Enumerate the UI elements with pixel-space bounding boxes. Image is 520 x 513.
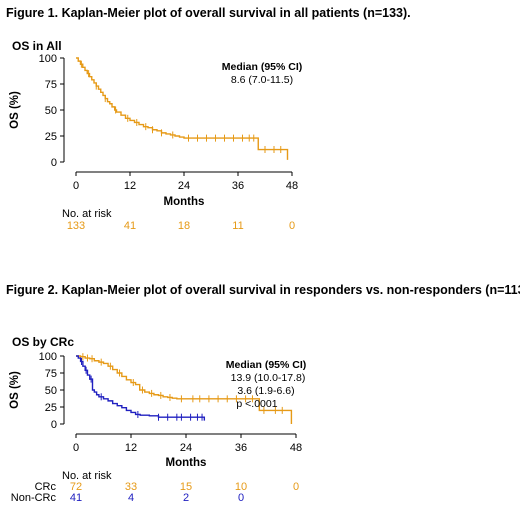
risk-count: 15 <box>180 481 192 493</box>
risk-table-title: No. at risk <box>62 470 112 482</box>
risk-count: 33 <box>125 481 137 493</box>
y-tick-label: 75 <box>45 79 57 91</box>
median-heading: Median (95% CI) <box>222 61 303 73</box>
x-tick-label: 12 <box>124 180 136 192</box>
risk-row-label: CRc <box>35 481 57 493</box>
median-value: 8.6 (7.0-11.5) <box>231 74 293 86</box>
risk-count: 10 <box>235 481 247 493</box>
risk-count: 133 <box>67 220 85 232</box>
y-tick-label: 100 <box>39 351 57 363</box>
figure2-caption: Figure 2. Kaplan-Meier plot of overall s… <box>6 283 520 297</box>
risk-count: 11 <box>232 220 243 232</box>
y-axis-label: OS (%) <box>9 91 21 129</box>
y-tick-label: 50 <box>45 385 57 397</box>
risk-count: 41 <box>70 492 82 504</box>
survival-curve-non-crc <box>76 355 206 421</box>
y-tick-label: 0 <box>51 419 57 431</box>
median-value: 13.9 (10.0-17.8) <box>231 372 306 384</box>
risk-count: 0 <box>238 492 244 504</box>
y-tick-label: 100 <box>39 53 57 65</box>
x-tick-label: 0 <box>73 180 79 192</box>
y-tick-label: 0 <box>51 157 57 169</box>
median-heading: Median (95% CI) <box>226 359 307 371</box>
x-tick-label: 36 <box>232 180 244 192</box>
x-axis-label: Months <box>166 457 207 469</box>
x-tick-label: 48 <box>286 180 298 192</box>
chart-title: OS by CRc <box>12 335 74 349</box>
y-tick-label: 75 <box>45 368 57 380</box>
y-tick-label: 25 <box>45 402 57 414</box>
risk-count: 72 <box>70 481 82 493</box>
risk-count: 41 <box>124 220 136 232</box>
survival-curve-crc <box>76 355 293 424</box>
risk-count: 0 <box>289 220 295 232</box>
risk-count: 2 <box>183 492 189 504</box>
y-tick-label: 50 <box>45 105 57 117</box>
risk-count: 0 <box>293 481 299 493</box>
risk-row-label: Non-CRc <box>11 492 57 504</box>
risk-count: 18 <box>178 220 190 232</box>
x-tick-label: 24 <box>178 180 190 192</box>
figure1-caption: Figure 1. Kaplan-Meier plot of overall s… <box>6 6 411 20</box>
x-axis-label: Months <box>164 196 205 208</box>
x-tick-label: 48 <box>290 442 302 454</box>
risk-table-title: No. at risk <box>62 208 112 220</box>
x-tick-label: 12 <box>125 442 137 454</box>
x-tick-label: 36 <box>235 442 247 454</box>
y-tick-label: 25 <box>45 131 57 143</box>
survival-curve-all <box>76 57 289 160</box>
km-plot-overall: OS in All OS (%) 0 25 50 75 100 0 12 24 36 48 Months… <box>9 39 303 232</box>
median-value: p <.0001 <box>236 398 277 410</box>
chart-title: OS in All <box>12 39 62 53</box>
x-tick-label: 24 <box>180 442 192 454</box>
x-tick-label: 0 <box>73 442 79 454</box>
median-value: 3.6 (1.9-6.6) <box>237 385 294 397</box>
risk-count: 4 <box>128 492 134 504</box>
y-axis-label: OS (%) <box>9 371 21 409</box>
